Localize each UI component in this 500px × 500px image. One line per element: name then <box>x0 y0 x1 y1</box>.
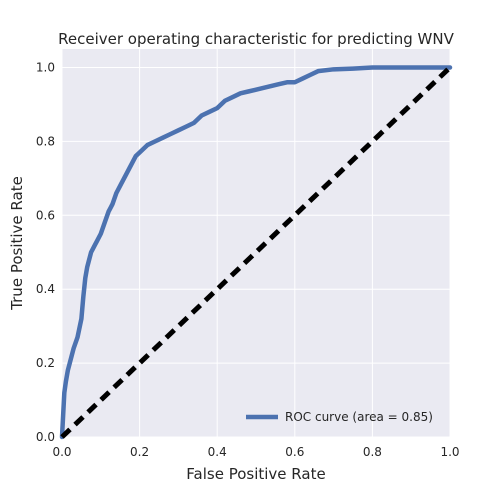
x-tick-label: 0.8 <box>363 445 382 459</box>
x-tick-label: 1.0 <box>440 445 459 459</box>
x-tick-label: 0.4 <box>208 445 227 459</box>
x-tick-label: 0.2 <box>130 445 149 459</box>
y-tick-label: 1.0 <box>36 60 55 74</box>
y-tick-label: 0.4 <box>36 282 55 296</box>
x-tick-label: 0.0 <box>52 445 71 459</box>
y-axis-label: True Positive Rate <box>8 176 26 311</box>
y-tick-label: 0.6 <box>36 208 55 222</box>
y-tick-label: 0.2 <box>36 356 55 370</box>
x-tick-label: 0.6 <box>285 445 304 459</box>
legend-label-roc: ROC curve (area = 0.85) <box>285 410 433 424</box>
y-tick-label: 0.0 <box>36 430 55 444</box>
chart-title: Receiver operating characteristic for pr… <box>58 30 454 48</box>
x-tick-labels: 0.0 0.2 0.4 0.6 0.8 1.0 <box>52 445 459 459</box>
y-tick-label: 0.8 <box>36 134 55 148</box>
y-tick-labels: 0.0 0.2 0.4 0.6 0.8 1.0 <box>36 60 55 444</box>
x-axis-label: False Positive Rate <box>186 465 325 483</box>
